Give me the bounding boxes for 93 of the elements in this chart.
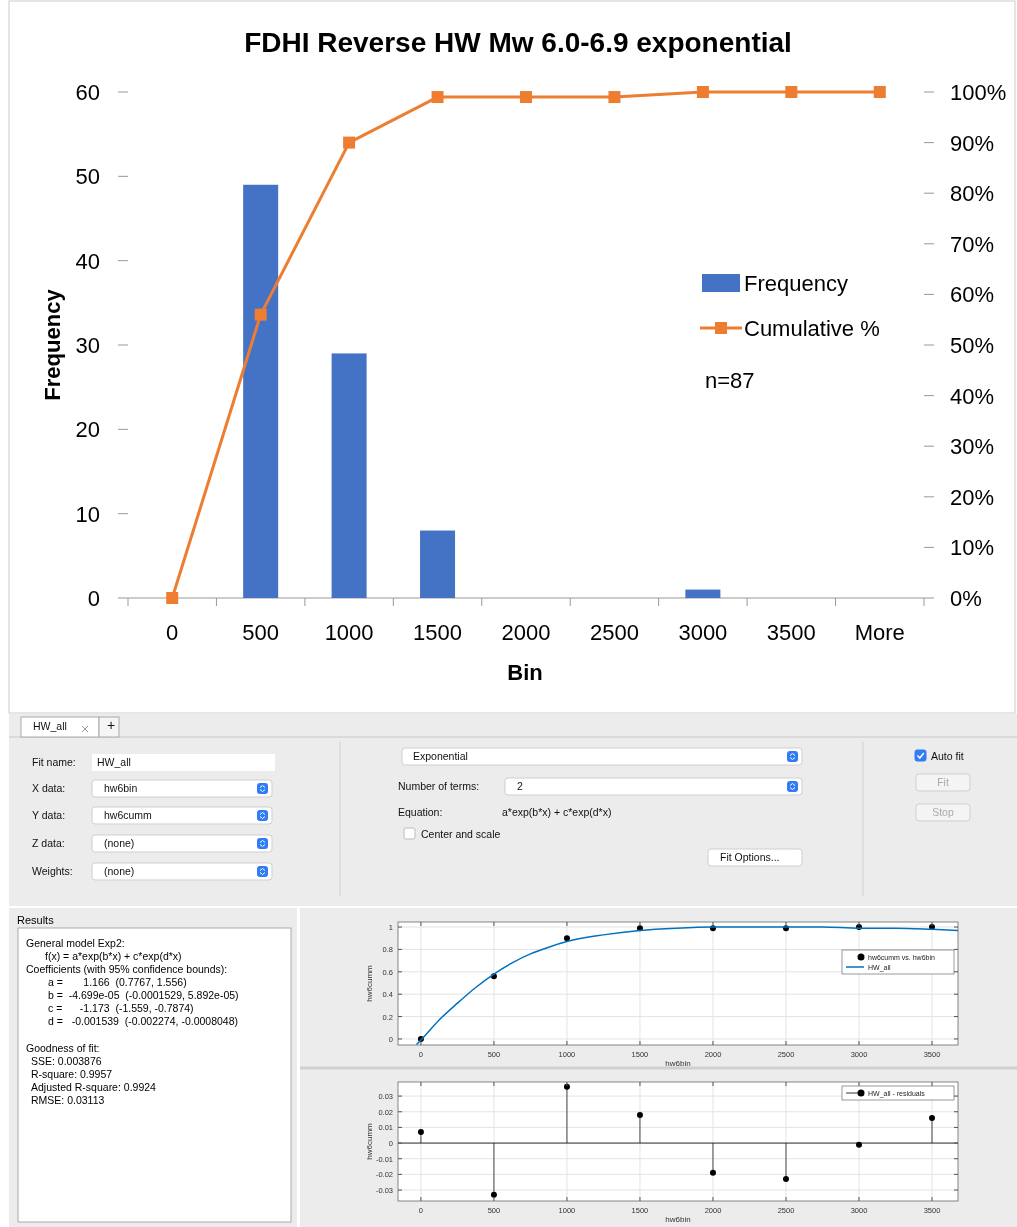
text: (none) — [104, 837, 135, 849]
text: Z data: — [32, 837, 65, 849]
text: Stop — [932, 806, 954, 818]
y2-tick-label: 20% — [950, 484, 995, 510]
x-tick-label: 2500 — [589, 620, 639, 645]
y2-tick-label: 50% — [950, 333, 995, 358]
text: d = -0.001539 (-0.002274, -0.0008048) — [48, 1015, 239, 1027]
x-tick-label: 2000 — [501, 620, 551, 645]
text: b = -4.699e-05 (-0.0001529, 5.892e-05) — [48, 989, 239, 1001]
y-axis-title: Frequency — [40, 288, 65, 401]
point — [873, 86, 886, 98]
point — [929, 1115, 936, 1122]
text: hw6cumm — [104, 809, 153, 821]
x-axis-title: hw6bin — [665, 1059, 691, 1068]
y-tick-label: 60 — [75, 80, 100, 105]
y-axis-title: hw6cumm — [365, 1122, 374, 1160]
text: + — [107, 717, 116, 733]
text: HW_all — [97, 756, 131, 768]
point — [782, 1176, 789, 1183]
x-tick-label: 0 — [166, 620, 179, 645]
point — [636, 1111, 643, 1118]
text: SSE: 0.003876 — [31, 1055, 102, 1067]
text: hw6bin — [104, 782, 138, 794]
text: Fit — [937, 776, 949, 788]
x-axis-title: hw6bin — [665, 1215, 691, 1224]
x-tick-label: 1500 — [413, 620, 463, 645]
point — [490, 1191, 497, 1198]
x-tick-label: 1000 — [324, 620, 374, 645]
text: a*exp(b*x) + c*exp(d*x) — [502, 806, 612, 818]
bar — [685, 589, 721, 598]
y-tick-label: 0 — [87, 586, 100, 611]
text: HW_all — [33, 720, 67, 732]
y2-tick-label: 40% — [950, 383, 995, 409]
x-tick-label: 500 — [242, 620, 280, 645]
legend-label: Frequency — [744, 271, 848, 296]
text: Goodness of fit: — [26, 1042, 100, 1054]
text: Exponential — [413, 750, 468, 762]
text: Center and scale — [421, 828, 501, 840]
y2-tick-label: 90% — [950, 130, 995, 156]
y-tick-label: 20 — [75, 417, 100, 443]
y-tick-label: 50 — [75, 164, 100, 190]
point — [431, 91, 444, 104]
point — [520, 91, 532, 104]
text: X data: — [32, 782, 66, 794]
point — [343, 136, 356, 149]
y2-tick-label: 60% — [950, 282, 995, 308]
text: Fit Options... — [720, 851, 780, 863]
annotation: n=87 — [705, 368, 755, 393]
y2-tick-label: 100% — [950, 80, 1007, 105]
point — [709, 1169, 716, 1176]
point — [785, 86, 798, 98]
text: f(x) = a*exp(b*x) + c*exp(d*x) — [45, 950, 182, 962]
bar — [331, 353, 367, 598]
text: a = 1.166 (0.7767, 1.556) — [48, 976, 187, 988]
y2-tick-label: 30% — [950, 434, 995, 460]
text: Coefficients (with 95% confidence bounds): — [26, 963, 228, 975]
y2-tick-label: 70% — [950, 231, 995, 257]
y-axis-title: hw6cumm — [365, 964, 374, 1002]
text: Results — [17, 914, 55, 926]
text: General model Exp2: — [26, 937, 125, 949]
x-tick-label: 3000 — [678, 620, 728, 645]
text: Number of terms: — [398, 780, 480, 792]
x-axis-title: Bin — [507, 660, 543, 685]
line-series — [415, 926, 959, 1046]
text: Fit name: — [32, 756, 76, 768]
x-tick-label: More — [854, 620, 905, 645]
text: 2 — [517, 780, 523, 792]
y-tick-label: 40 — [75, 248, 100, 274]
point — [608, 91, 621, 104]
point — [563, 935, 570, 942]
y2-tick-label: 80% — [950, 181, 995, 207]
text: Equation: — [398, 806, 443, 818]
point — [696, 86, 709, 98]
legend-label: Cumulative % — [744, 316, 880, 341]
text: c = -1.173 (-1.559, -0.7874) — [48, 1002, 194, 1014]
point — [254, 308, 267, 321]
point — [166, 592, 179, 604]
bar — [243, 184, 279, 598]
bar — [420, 530, 456, 598]
text: R-square: 0.9957 — [31, 1068, 113, 1080]
text: Y data: — [32, 809, 66, 821]
y-tick-label: 30 — [75, 333, 100, 358]
chart-title: FDHI Reverse HW Mw 6.0-6.9 exponential — [244, 27, 792, 58]
text: Weights: — [32, 865, 73, 877]
y2-tick-label: 10% — [950, 535, 995, 561]
y-tick-label: 10 — [75, 501, 100, 527]
text: RMSE: 0.03113 — [31, 1094, 105, 1106]
point — [417, 1129, 424, 1136]
text: Auto fit — [931, 750, 964, 762]
y2-tick-label: 0% — [950, 586, 982, 611]
x-tick-label: 3500 — [766, 620, 816, 645]
text: (none) — [104, 865, 135, 877]
text: Adjusted R-square: 0.9924 — [31, 1081, 157, 1093]
